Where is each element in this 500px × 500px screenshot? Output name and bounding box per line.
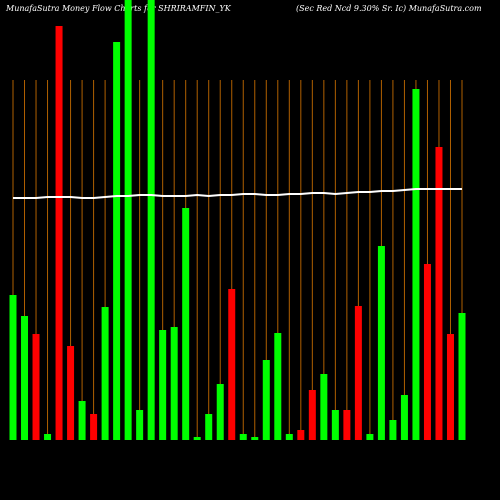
bar [239,434,247,440]
bar [366,434,374,440]
bar [170,327,178,440]
bar [159,330,167,440]
bar [331,410,339,440]
bar [262,360,270,440]
bar [136,410,144,440]
bar [308,390,316,440]
bar [458,313,466,440]
bar [297,430,305,440]
bar [320,374,328,440]
bar [377,246,385,440]
bar [193,437,201,440]
bar [354,306,362,440]
bar [435,147,443,440]
bar [182,208,190,440]
bar [32,334,40,440]
bar [216,384,224,440]
bar [124,0,132,440]
bar [389,420,397,440]
bar [446,334,454,440]
bar [423,264,431,440]
chart-title: MunafaSutra Money Flow Charts for SHRIRA… [5,4,232,13]
bar [412,89,420,440]
bar [343,410,351,440]
bar [285,434,293,440]
bar [274,333,282,440]
bar [400,395,408,440]
bar [9,295,17,440]
chart-subtitle: (Sec Red Ncd 9.30% Sr. Ic) MunafaSutra.c… [296,4,482,13]
price-line [13,188,462,199]
bar [113,42,121,440]
bar [101,307,109,440]
bar [251,437,259,440]
bar [44,434,52,440]
bar [21,316,29,440]
bar [147,0,155,440]
bar [55,26,63,440]
bar [228,289,236,440]
bar [78,401,86,440]
bar [205,414,213,440]
bar [67,346,75,440]
bar [90,414,98,440]
